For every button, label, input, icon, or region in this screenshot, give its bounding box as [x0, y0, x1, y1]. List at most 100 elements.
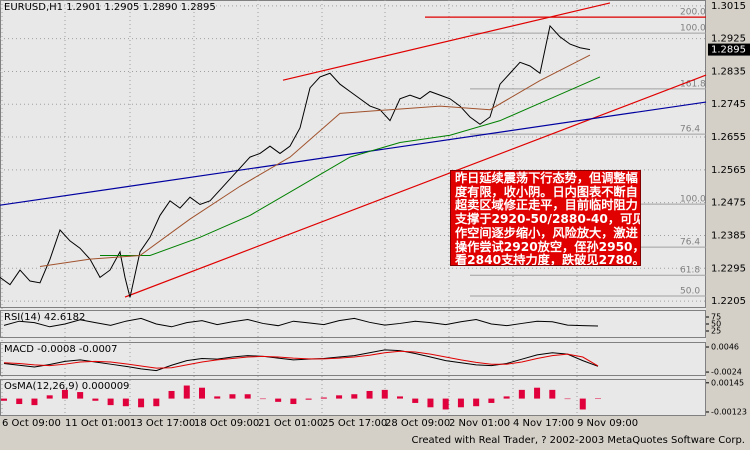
histogram-bar: [1, 398, 7, 401]
current-price: 1.2895: [711, 45, 746, 56]
y-tick-label: -0.00123: [711, 407, 747, 416]
histogram-bar: [77, 392, 84, 399]
histogram-bar: [244, 394, 251, 399]
x-tick-label: 21 Oct 01:00: [258, 418, 323, 429]
annotation-line: 操作尝试2920放空，侄孙2950，下: [455, 239, 641, 254]
panel-frame: [0, 379, 706, 416]
annotation-line: 昨日延续震荡下行态势，但调整幅: [455, 171, 638, 185]
series-line: [3, 317, 599, 328]
panel-frame: [0, 0, 706, 308]
fib-label: 100.0: [680, 195, 706, 205]
y-tick-label: 25: [711, 327, 721, 336]
histogram-bar: [579, 398, 586, 410]
histogram-bar: [61, 389, 68, 399]
y-tick-label: 1.2385: [711, 230, 746, 241]
histogram-bar: [214, 396, 221, 399]
annotation-line: 作空间逐步缩小，风险放大，激进: [455, 225, 638, 240]
histogram-bar: [138, 398, 145, 408]
fib-label: 61.8: [680, 266, 700, 276]
x-tick-label: 18 Oct 09:00: [194, 418, 259, 429]
x-tick-label: 11 Oct 01:00: [65, 418, 130, 429]
x-tick-label: 13 Oct 17:00: [130, 418, 195, 429]
y-tick-label: 1.2655: [711, 132, 746, 143]
x-tick-label: 28 Oct 09:00: [385, 418, 450, 429]
x-tick-label: 2 Nov 01:00: [449, 418, 510, 429]
fib-label: 76.4: [680, 125, 700, 135]
histogram-bar: [183, 385, 190, 399]
y-tick-label: -0.0024: [711, 368, 742, 377]
histogram-bar: [564, 398, 571, 400]
x-tick-label: 4 Nov 17:00: [513, 418, 574, 429]
y-tick-label: 0.0046: [711, 343, 739, 352]
histogram-bar: [153, 398, 160, 407]
series-line: [0, 24, 591, 298]
y-tick-label: 1.2925: [711, 34, 746, 45]
histogram-bar: [442, 398, 449, 410]
y-tick-label: 1.2295: [711, 263, 746, 274]
x-tick-label: 9 Nov 09:00: [577, 418, 638, 429]
histogram-bar: [381, 389, 388, 399]
histogram-bar: [518, 389, 525, 399]
histogram-bar: [549, 389, 556, 399]
price-box: [708, 43, 750, 56]
panel-frame: [0, 342, 706, 376]
annotation-line: 支撑于2920-50/2880-40，可见的操: [455, 212, 640, 227]
histogram-bar: [457, 398, 464, 408]
annotation-line: 超卖区域修正走平，目前临时阻力: [455, 198, 638, 213]
y-tick-label: 50: [711, 320, 721, 329]
histogram-bar: [259, 398, 266, 400]
panel-title: RSI(14) 42.6182: [4, 312, 85, 323]
annotation-box: 昨日延续震荡下行态势，但调整幅 度有限，收小阴。日内图表不断自 超卖区域修正走平，目…: [450, 170, 641, 266]
y-tick-label: 1.2745: [711, 99, 746, 110]
histogram-bar: [595, 398, 601, 399]
histogram-bar: [336, 395, 343, 399]
histogram-bar: [397, 396, 403, 399]
trendline: [0, 101, 707, 206]
fib-label: 76.4: [680, 238, 700, 248]
fib-label: 161.8: [680, 79, 706, 89]
histogram-bar: [168, 390, 175, 399]
y-tick-label: 1.2835: [711, 66, 746, 77]
x-tick-label: 6 Oct 09:00: [2, 418, 61, 429]
x-tick-label: 25 Oct 17:00: [322, 418, 387, 429]
histogram-bar: [92, 398, 99, 401]
histogram-bar: [305, 398, 312, 400]
y-tick-label: 1.3015: [711, 1, 746, 12]
histogram-bar: [31, 398, 38, 406]
series-line: [3, 350, 599, 369]
y-tick-label: 75: [711, 313, 721, 322]
y-tick-label: 1.2475: [711, 198, 746, 209]
fib-label: 200.0: [680, 8, 706, 18]
histogram-bar: [427, 398, 434, 408]
footer: Created with Real Trader, ? 2002-2003 Me…: [411, 435, 745, 446]
histogram-bar: [320, 397, 327, 399]
histogram-bar: [199, 387, 205, 399]
trendline: [124, 74, 707, 298]
y-tick-label: 0.00145: [711, 378, 744, 387]
histogram-bar: [275, 398, 282, 402]
histogram-bar: [16, 398, 23, 405]
histogram-bar: [503, 396, 510, 399]
annotation-line: 度有限，收小阴。日内图表不断自: [455, 184, 638, 199]
fib-label: 50.0: [680, 286, 700, 296]
histogram-bar: [46, 395, 53, 399]
panel-title: OsMA(12,26,9) 0.000009: [4, 381, 129, 392]
histogram-bar: [534, 387, 541, 399]
histogram-bar: [488, 398, 495, 403]
histogram-bar: [473, 398, 480, 407]
y-tick-label: 1.2565: [711, 165, 746, 176]
series-line: [39, 54, 591, 267]
series-line: [100, 76, 601, 257]
histogram-bar: [412, 398, 419, 403]
trendline: [282, 2, 611, 81]
fib-label: 100.0: [680, 24, 706, 34]
histogram-bar: [290, 398, 297, 405]
histogram-bar: [122, 398, 129, 407]
annotation-line: 看2840支持力度，跌破见2780。: [455, 253, 641, 266]
histogram-bar: [351, 394, 358, 399]
panel-title: MACD -0.0008 -0.0007: [4, 344, 118, 355]
panel-frame: [0, 310, 706, 338]
histogram-bar: [107, 398, 114, 406]
panel-title: EURUSD,H1 1.2901 1.2905 1.2890 1.2895: [4, 2, 216, 13]
y-tick-label: 1.2205: [711, 296, 746, 307]
